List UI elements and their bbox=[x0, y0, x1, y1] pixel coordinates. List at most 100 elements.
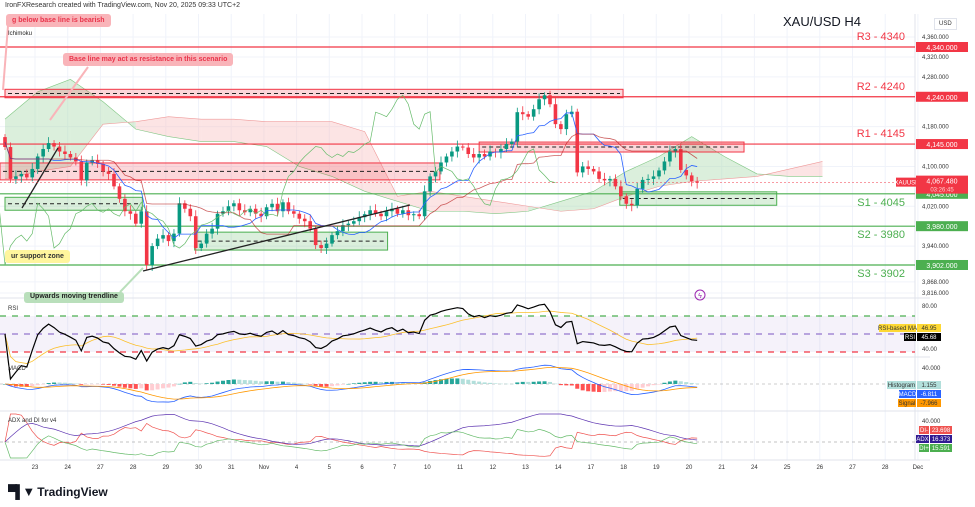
candle-body bbox=[417, 214, 421, 217]
resistance-zone bbox=[4, 88, 624, 99]
candle-body bbox=[183, 203, 187, 209]
macd-histogram-bar bbox=[30, 384, 35, 387]
candle-body bbox=[651, 176, 656, 179]
rsi-ma-line bbox=[4, 310, 698, 364]
macd-histogram-bar bbox=[400, 382, 405, 384]
macd-histogram-bar bbox=[433, 380, 438, 384]
macd-histogram-bar bbox=[24, 384, 29, 387]
macd-histogram-bar bbox=[558, 384, 563, 386]
y-tick-label: 4,320.000 bbox=[922, 55, 949, 61]
x-tick-label: 4 bbox=[295, 465, 299, 471]
macd-histogram-bar bbox=[569, 384, 574, 386]
price-axis-tag bbox=[916, 42, 968, 52]
indicator-label[interactable]: Ichimoku bbox=[8, 31, 33, 37]
ichimoku-cloud-segment bbox=[5, 91, 38, 179]
candle-body bbox=[520, 112, 525, 115]
macd-histogram-bar bbox=[128, 384, 133, 389]
macd-histogram-bar bbox=[351, 383, 356, 384]
macd-histogram-bar bbox=[460, 378, 465, 384]
candle-body bbox=[128, 211, 133, 214]
candle-body bbox=[199, 243, 203, 249]
price-axis-tag bbox=[916, 259, 968, 270]
candle-body bbox=[450, 151, 454, 157]
candle-body bbox=[63, 151, 67, 155]
macd-histogram-bar bbox=[466, 379, 471, 384]
macd-histogram-bar bbox=[357, 382, 362, 384]
x-tick-label: 11 bbox=[457, 465, 464, 471]
candle-body bbox=[679, 149, 683, 170]
candle-body bbox=[591, 168, 596, 172]
di-minus-value: 23.698 bbox=[932, 428, 951, 434]
candle-body bbox=[619, 186, 623, 197]
x-tick-label: 12 bbox=[489, 465, 496, 471]
macd-histogram-bar bbox=[613, 384, 618, 392]
macd-histogram-bar bbox=[35, 384, 40, 386]
candle-body bbox=[673, 149, 678, 152]
candle-body bbox=[237, 203, 242, 211]
candle-body bbox=[624, 196, 629, 204]
candle-body bbox=[275, 203, 280, 212]
candle-body bbox=[471, 154, 476, 158]
rsi-tag-box bbox=[904, 333, 916, 341]
tradingview-logo[interactable]: ▀▌▼ TradingView bbox=[8, 484, 108, 499]
candle-body bbox=[41, 149, 45, 157]
candle-body bbox=[640, 179, 645, 189]
macd-histogram-bar bbox=[308, 384, 313, 385]
signal-tag: Signal bbox=[899, 401, 916, 407]
candle-body bbox=[466, 147, 471, 155]
candle-body bbox=[68, 154, 73, 158]
candle-body bbox=[101, 163, 105, 172]
macd-histogram-bar bbox=[695, 383, 700, 385]
x-tick-label: 19 bbox=[653, 465, 660, 471]
macd-histogram-bar bbox=[112, 384, 116, 386]
macd-histogram-bar bbox=[204, 383, 209, 384]
macd-value-box bbox=[917, 390, 941, 398]
candle-body bbox=[139, 211, 144, 224]
candle-body bbox=[357, 217, 362, 222]
candle-body bbox=[177, 203, 182, 234]
candle-body bbox=[232, 203, 236, 207]
candle-body bbox=[564, 114, 569, 130]
macd-histogram-bar bbox=[161, 384, 166, 389]
macd-histogram-bar bbox=[586, 384, 591, 392]
rsi-value-box bbox=[917, 333, 941, 341]
candle-body bbox=[553, 104, 558, 125]
candle-body bbox=[482, 154, 487, 157]
brand-name: TradingView bbox=[37, 484, 108, 499]
rsi-ma-tag: RSI-based MA bbox=[878, 326, 917, 332]
candle-body bbox=[281, 202, 285, 212]
level-label: R3 - 4340 bbox=[857, 31, 905, 43]
candle-body bbox=[155, 238, 160, 247]
x-tick-label: 21 bbox=[718, 465, 725, 471]
candle-body bbox=[134, 213, 138, 224]
candle-body bbox=[95, 160, 100, 164]
macd-histogram-bar bbox=[193, 383, 198, 384]
macd-histogram-bar bbox=[57, 382, 62, 384]
macd-tag-box bbox=[899, 390, 916, 398]
candle-body bbox=[384, 211, 389, 217]
macd-histogram-bar bbox=[291, 382, 296, 384]
candle-body bbox=[117, 186, 122, 199]
ichimoku-cloud-segment bbox=[691, 136, 725, 182]
macd-histogram-bar bbox=[498, 383, 503, 385]
x-tick-label: 27 bbox=[97, 465, 104, 471]
candle-body bbox=[297, 213, 302, 219]
candle-body bbox=[580, 166, 585, 173]
candle-body bbox=[150, 246, 154, 265]
level-label: S3 - 3902 bbox=[857, 268, 905, 280]
y-tick-label: 3,816.000 bbox=[922, 291, 949, 297]
candle-body bbox=[461, 146, 465, 148]
macd-histogram-bar bbox=[455, 378, 460, 384]
candle-body bbox=[193, 216, 198, 249]
macd-histogram-bar bbox=[90, 384, 95, 385]
candle-body bbox=[586, 166, 590, 169]
candle-body bbox=[292, 211, 296, 214]
x-tick-label: 10 bbox=[424, 465, 431, 471]
di-minus-tag: DI- bbox=[920, 428, 928, 434]
currency-button[interactable]: USD bbox=[934, 18, 957, 30]
macd-histogram-bar bbox=[471, 380, 476, 384]
macd-histogram-bar bbox=[575, 384, 580, 389]
x-tick-label: 27 bbox=[849, 465, 856, 471]
macd-histogram-bar bbox=[182, 382, 187, 384]
